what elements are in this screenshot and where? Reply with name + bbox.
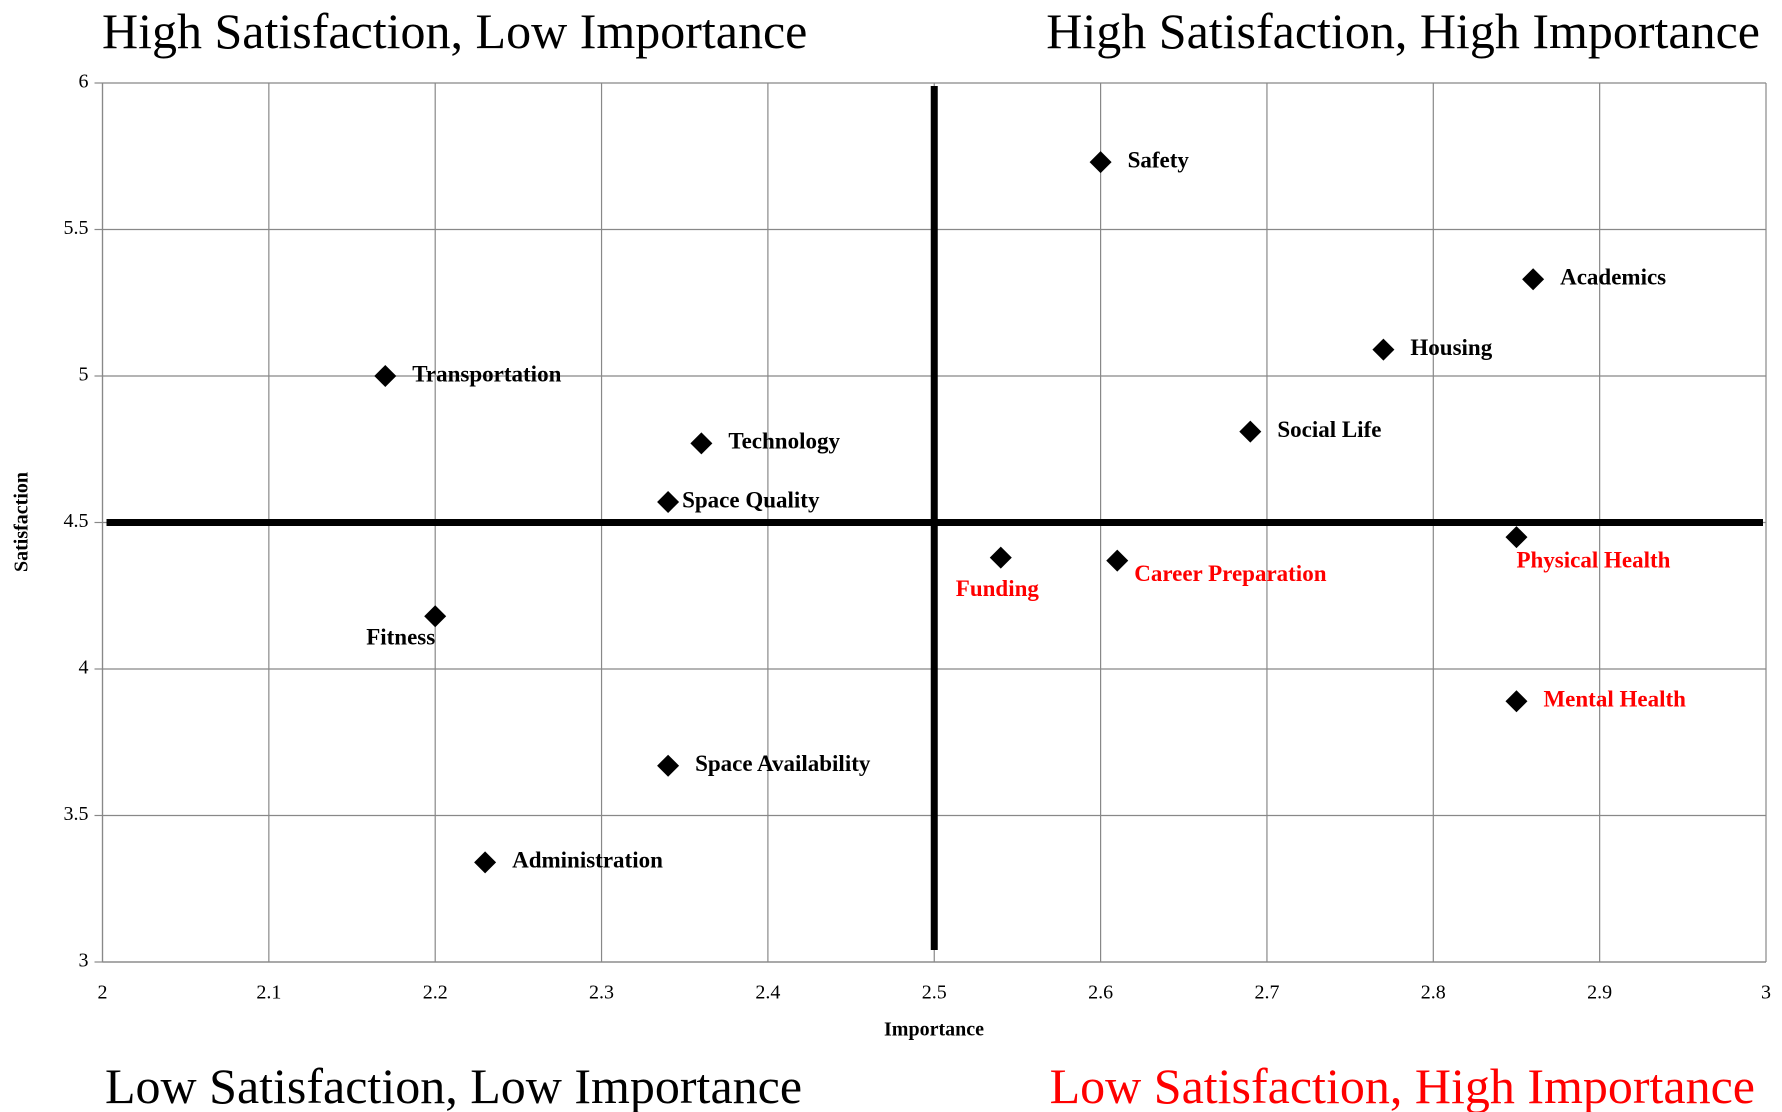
point <box>657 754 680 777</box>
point-label: Funding <box>956 576 1040 601</box>
x-tick-label: 2.4 <box>755 982 780 1004</box>
point-label: Fitness <box>366 625 435 650</box>
point-label: Technology <box>728 429 840 454</box>
point <box>989 546 1012 569</box>
x-tick-label: 2.1 <box>256 982 281 1004</box>
y-tick-label: 6 <box>79 71 89 93</box>
y-tick-label: 3.5 <box>64 803 89 825</box>
quadrant-label: High Satisfaction, High Importance <box>1046 3 1760 59</box>
point-label: Mental Health <box>1543 687 1686 712</box>
y-tick-label: 5 <box>79 364 89 386</box>
quadrant-label: High Satisfaction, Low Importance <box>102 3 807 59</box>
y-tick-label: 4.5 <box>64 510 89 532</box>
point-label: Academics <box>1560 265 1666 290</box>
x-tick-label: 2.3 <box>589 982 614 1004</box>
x-tick-label: 2.2 <box>423 982 448 1004</box>
point <box>1522 268 1545 291</box>
y-axis-title: Satisfaction <box>11 472 33 572</box>
point <box>657 490 680 513</box>
point-label: Safety <box>1128 147 1190 172</box>
point-label: Career Preparation <box>1134 561 1326 586</box>
point-label: Social Life <box>1277 417 1381 442</box>
point <box>474 851 497 874</box>
point-label: Physical Health <box>1516 547 1670 572</box>
y-tick-label: 3 <box>79 950 89 972</box>
point <box>424 605 447 628</box>
x-tick-label: 2.8 <box>1421 982 1446 1004</box>
point <box>1505 690 1528 713</box>
x-tick-label: 3 <box>1761 982 1771 1004</box>
x-axis-title: Importance <box>884 1019 984 1041</box>
point-label: Administration <box>512 848 663 873</box>
point-label: Space Quality <box>682 487 820 512</box>
y-tick-label: 5.5 <box>64 217 89 239</box>
y-tick-label: 4 <box>79 657 89 679</box>
point <box>1505 526 1528 549</box>
point-label: Transportation <box>412 361 561 386</box>
point <box>374 365 397 387</box>
point-label: Space Availability <box>695 751 871 776</box>
x-tick-label: 2.9 <box>1587 982 1612 1004</box>
point <box>690 432 713 455</box>
x-tick-label: 2 <box>98 982 108 1004</box>
x-tick-label: 2.5 <box>922 982 947 1004</box>
x-tick-label: 2.6 <box>1088 982 1113 1004</box>
point <box>1106 549 1129 572</box>
quadrant-label: Low Satisfaction, Low Importance <box>105 1058 802 1112</box>
point-label: Housing <box>1410 335 1492 360</box>
quadrant-label: Low Satisfaction, High Importance <box>1050 1058 1755 1112</box>
point <box>1239 420 1262 443</box>
point <box>1372 338 1395 361</box>
point <box>1089 151 1112 174</box>
x-tick-label: 2.7 <box>1254 982 1279 1004</box>
